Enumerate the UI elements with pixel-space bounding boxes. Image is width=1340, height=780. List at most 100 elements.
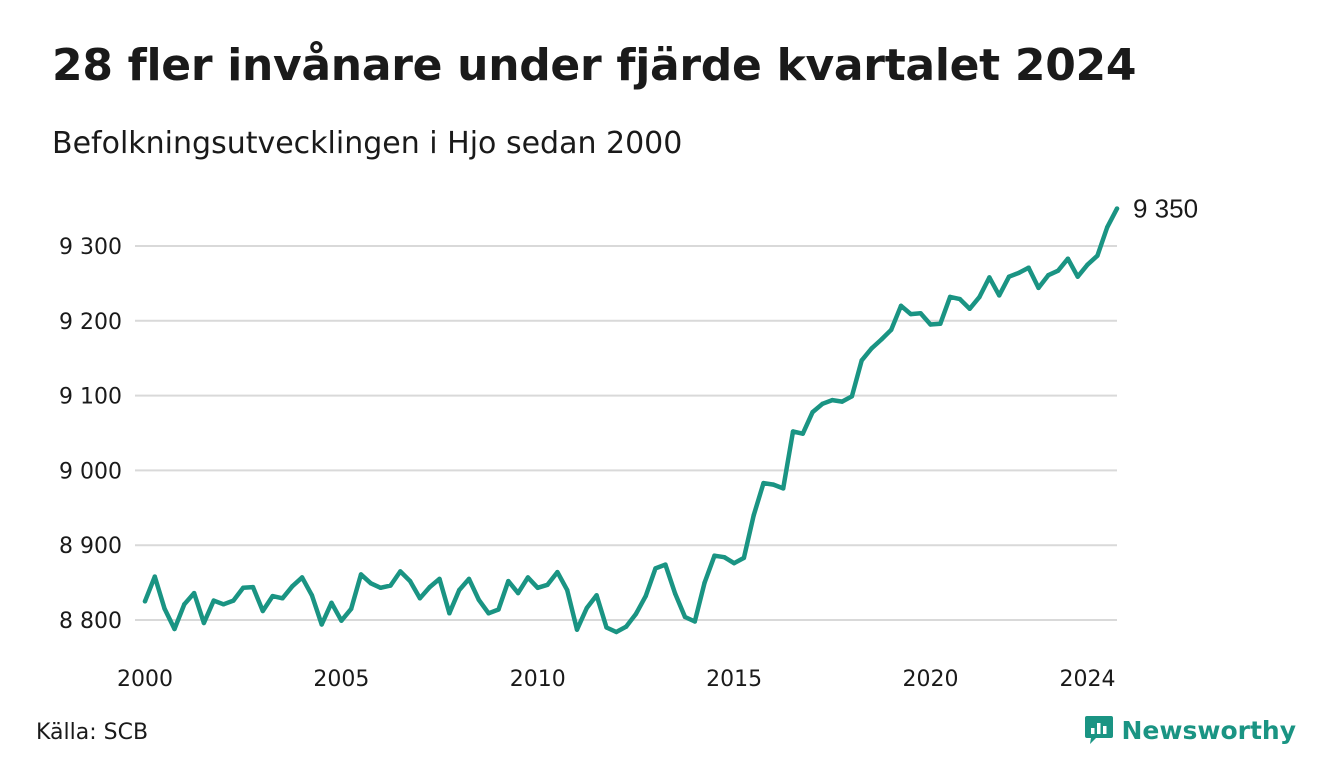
data-point: [398, 569, 403, 574]
brand-name: Newsworthy: [1121, 715, 1297, 745]
y-axis-tick-labels: 8 800 8 900 9 000 9 100 9 200 9 300: [59, 235, 122, 634]
data-point: [290, 584, 295, 589]
x-axis-tick-labels: 2000 2005 2010 2015 2020 2024: [117, 667, 1116, 692]
data-point: [839, 399, 845, 404]
data-point: [270, 593, 275, 599]
data-point: [457, 587, 462, 593]
data-point: [162, 606, 167, 611]
data-point: [309, 593, 315, 598]
data-point: [967, 306, 972, 311]
data-point: [908, 311, 913, 317]
y-tick-label: 8 800: [59, 609, 122, 634]
y-tick-label: 9 200: [59, 310, 122, 335]
data-point: [771, 482, 776, 487]
data-point: [1046, 273, 1051, 278]
data-point: [663, 562, 668, 567]
data-point: [722, 555, 727, 560]
data-point: [1065, 256, 1071, 261]
newsworthy-logo-icon: [1084, 716, 1113, 744]
data-point: [712, 553, 717, 558]
data-point: [889, 327, 894, 332]
data-point: [614, 629, 619, 635]
brand-logo: Newsworthy: [1084, 714, 1297, 746]
data-point: [869, 346, 874, 351]
x-tick-label: 2024: [1060, 667, 1116, 692]
data-point: [525, 575, 531, 580]
data-point: [751, 513, 756, 518]
data-point: [594, 593, 599, 598]
data-point: [702, 580, 707, 585]
data-point: [368, 581, 373, 586]
data-point: [643, 593, 648, 599]
data-point: [849, 394, 855, 399]
data-point: [977, 294, 982, 300]
data-point: [1114, 206, 1120, 211]
data-point: [1055, 268, 1061, 273]
data-point: [496, 607, 501, 612]
data-point: [515, 590, 521, 596]
x-tick-label: 2020: [902, 667, 958, 692]
data-point: [231, 598, 236, 603]
data-point: [898, 303, 904, 308]
data-point: [997, 293, 1002, 298]
data-point: [692, 619, 697, 624]
data-point: [918, 311, 923, 316]
data-point: [427, 584, 432, 590]
data-point: [437, 576, 442, 582]
data-point: [191, 590, 197, 596]
chart-title: 28 fler invånare under fjärde kvartalet …: [52, 40, 1137, 91]
data-point: [299, 575, 305, 580]
data-point: [731, 561, 737, 566]
data-point: [241, 585, 246, 590]
y-tick-label: 9 000: [59, 459, 122, 484]
data-point: [545, 582, 550, 587]
data-point: [339, 618, 344, 623]
data-point: [1026, 265, 1031, 270]
source-note: Källa: SCB: [36, 720, 149, 745]
x-tick-label: 2005: [313, 667, 369, 692]
data-point: [476, 597, 481, 602]
data-point: [653, 566, 658, 571]
data-point: [319, 622, 324, 627]
data-point: [486, 611, 491, 616]
data-point: [800, 431, 805, 436]
x-tick-label: 2000: [117, 667, 173, 692]
data-point: [172, 626, 177, 632]
y-tick-label: 8 900: [59, 534, 122, 559]
data-point: [407, 578, 413, 584]
data-point: [938, 321, 943, 326]
data-point: [329, 600, 334, 605]
data-point: [682, 614, 688, 620]
data-point: [221, 602, 226, 607]
data-point: [142, 599, 148, 604]
data-point: [1036, 285, 1041, 291]
data-point: [741, 555, 747, 561]
data-point: [1085, 262, 1090, 267]
population-series-line: [142, 206, 1120, 635]
data-point: [987, 275, 992, 280]
data-point: [761, 480, 766, 486]
data-point: [535, 585, 540, 590]
data-point: [623, 624, 629, 629]
data-point: [182, 602, 187, 607]
end-value-label: 9 350: [1133, 194, 1198, 224]
data-point: [859, 358, 864, 363]
data-point: [810, 409, 815, 415]
data-point: [879, 337, 884, 342]
data-point: [830, 397, 835, 403]
data-point: [250, 584, 256, 590]
data-point: [349, 606, 354, 611]
data-point: [604, 625, 609, 630]
data-point: [555, 569, 560, 575]
data-point: [260, 608, 265, 614]
y-tick-label: 9 100: [59, 385, 122, 410]
data-point: [790, 429, 796, 434]
x-tick-label: 2010: [510, 667, 566, 692]
data-point: [565, 587, 570, 593]
data-point: [466, 576, 472, 582]
data-point: [378, 585, 383, 590]
end-value-label-layer: 9 350: [1133, 194, 1198, 224]
y-tick-label: 9 300: [59, 235, 122, 260]
chart-subtitle: Befolkningsutvecklingen i Hjo sedan 2000: [52, 126, 683, 161]
data-point: [1016, 270, 1021, 276]
